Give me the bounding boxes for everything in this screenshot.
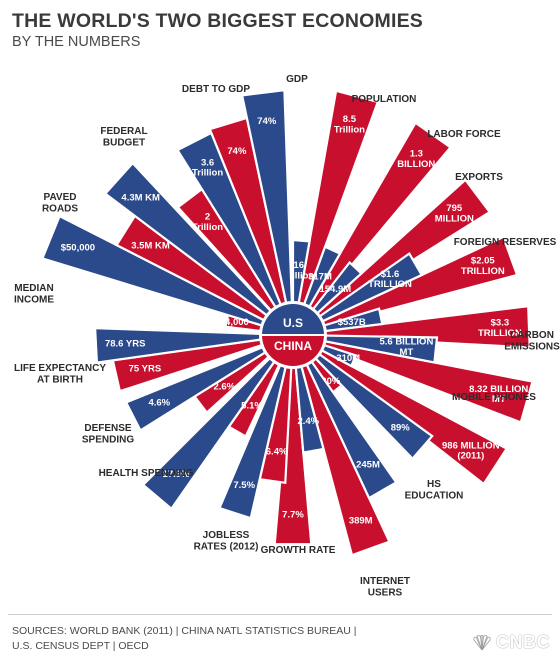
brand-logo: CNBC [471,632,550,653]
us-value-10: 7.5% [233,480,255,491]
sources-note: SOURCES: WORLD BANK (2011) | CHINA NATL … [12,624,392,654]
china-value-11: 5.1% [241,401,263,412]
us-value-0: 16 Trillion [283,259,314,280]
center-china-half [262,335,324,366]
china-value-15: 3.5M KM [131,241,170,252]
category-label-3: EXPORTS [455,172,503,183]
category-label-1: POPULATION [352,94,417,105]
category-label-14: MEDIAN INCOME [14,283,54,306]
chart-title: THE WORLD'S TWO BIGGEST ECONOMIES [12,10,423,32]
us-bar-8 [292,334,398,500]
us-bar-15 [103,161,294,336]
category-label-12: DEFENSE SPENDING [82,423,134,446]
china-value-1: 1.3 BILLION [397,148,435,169]
china-value-14: $4,000 [220,317,249,328]
us-value-14: $50,000 [61,243,95,254]
category-label-17: DEBT TO GDP [182,84,250,95]
center-us-half [262,304,324,335]
category-label-13: LIFE EXPECTANCY AT BIRTH [14,363,106,386]
category-label-8: INTERNET USERS [360,576,410,599]
us-value-2: 154.9M [319,284,351,295]
us-value-6: 310M [336,353,360,364]
us-bar-5 [292,333,439,364]
center-label-us: U.S [283,316,303,330]
us-value-8: 245M [356,459,380,470]
us-value-3: $1.6 TRILLION [368,268,412,289]
category-label-11: HEALTH SPENDING [99,468,194,479]
china-value-2: 795 MILLION [435,203,474,224]
sources-line-2: U.S. CENSUS DEPT | OECD [12,640,149,652]
us-value-11: 17.9% [163,469,190,480]
us-value-16: 3.6 Trillion [192,157,223,178]
china-value-13: 75 YRS [129,364,162,375]
category-label-2: LABOR FORCE [427,129,501,140]
us-bar-12 [124,333,294,432]
category-label-16: FEDERAL BUDGET [100,126,147,149]
us-bar-11 [141,334,294,511]
category-label-5: CARBON EMISSIONS [504,330,560,353]
brand-name: CNBC [496,632,550,652]
category-label-0: GDP [286,74,308,85]
us-value-7: 89% [391,423,411,434]
us-bar-17 [240,88,295,336]
us-bar-7 [292,334,434,461]
us-value-15: 4.3M KM [121,192,160,203]
category-label-7: HS EDUCATION [405,479,464,502]
china-value-7: 20% [321,376,341,387]
china-value-3: $2.05 TRILLION [461,255,505,276]
us-bar-10 [218,334,295,520]
china-bar-1 [292,121,453,336]
china-value-12: 2.6% [213,381,235,392]
peacock-icon [473,634,491,650]
china-value-5: 8.32 BILLION MT [469,383,528,404]
us-value-13: 78.6 YRS [105,338,146,349]
sources-line-1: SOURCES: WORLD BANK (2011) | CHINA NATL … [12,625,357,637]
category-label-6: MOBILE PHONES [452,392,536,403]
category-label-4: FOREIGN RESERVES [454,237,557,248]
china-value-6: 986 MILLION (2011) [442,440,500,461]
us-bar-3 [292,252,424,336]
china-value-10: 6.4% [266,446,288,457]
category-label-15: PAVED ROADS [42,192,78,215]
center-label-china: CHINA [274,339,312,353]
category-label-10: JOBLESS RATES (2012) [194,530,259,553]
china-value-4: $3.3 TRILLION [478,317,522,338]
us-value-4: $537B [338,317,366,328]
category-label-9: GROWTH RATE [261,545,336,556]
us-value-17: 74% [257,116,277,127]
china-value-8: 389M [349,516,373,527]
china-value-16: 2 Trillion [192,211,223,232]
us-value-12: 4.6% [148,398,170,409]
radial-chart: 16 Trillion 8.5 Trillion GDP 317M 1.3 BILLION PO… [14,74,560,599]
us-bar-13 [93,326,294,364]
china-value-9: 7.7% [282,510,304,521]
us-value-1: 317M [308,272,332,283]
us-value-9: 2.4% [297,416,319,427]
china-value-0: 8.5 Trillion [334,114,365,135]
us-value-5: 5.6 BILLION MT [379,336,433,357]
chart-subtitle: BY THE NUMBERS [12,34,141,50]
footer-divider [8,614,552,615]
china-value-17: 74% [227,146,247,157]
